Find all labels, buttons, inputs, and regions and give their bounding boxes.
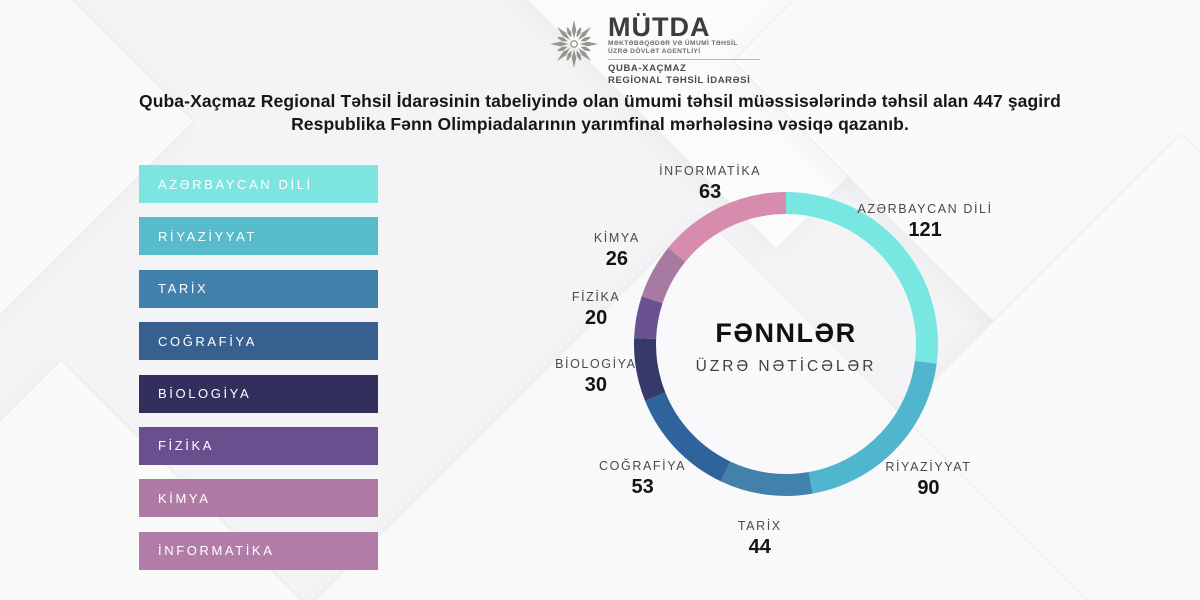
legend-bar: COĞRAFİYA	[139, 322, 378, 361]
slice-label-value: 44	[748, 536, 771, 559]
mutda-rosette-emblem-icon	[550, 20, 598, 68]
legend-bar-label: TARİX	[158, 281, 209, 297]
slice-label-value: 20	[584, 306, 608, 329]
slice-label-name: RİYAZİYYAT	[885, 460, 972, 475]
slice-label-name: COĞRAFİYA	[599, 459, 687, 474]
donut-slice	[634, 296, 663, 340]
slice-label-value: 63	[699, 181, 722, 204]
legend-bar-label: BİOLOGİYA	[158, 386, 252, 402]
logo-tagline: ÜZRƏ DÖVLƏT AGENTLİYİ	[608, 48, 701, 55]
slice-label-name: BİOLOGİYA	[555, 357, 637, 372]
slice-label-value: 53	[631, 476, 654, 499]
slice-label: FİZİKA 20	[572, 290, 621, 330]
logo-tagline: MƏKTƏBƏQƏDƏR VƏ ÜMUMİ TƏHSİL	[608, 40, 738, 47]
legend-bar-label: FİZİKA	[158, 438, 215, 454]
donut-slice	[645, 392, 731, 482]
slice-label: İNFORMATİKA 63	[659, 164, 761, 204]
slice-label: RİYAZİYYAT 90	[885, 460, 971, 500]
legend-bar: FİZİKA	[139, 426, 378, 465]
legend-bar-label: KİMYA	[158, 490, 211, 506]
logo-org-name: REGİONAL TƏHSİL İDARƏSİ	[608, 75, 751, 86]
legend-bar-label: COĞRAFİYA	[158, 333, 258, 349]
legend-bar: TARİX	[139, 269, 378, 308]
logo-divider	[608, 59, 760, 60]
slice-label: TARİX 44	[738, 519, 782, 559]
donut-slice	[668, 192, 787, 262]
headline-line-1: Quba-Xaçmaz Regional Təhsil İdarəsinin t…	[139, 91, 1061, 111]
legend-bar: AZƏRBAYCAN DİLİ	[139, 165, 378, 203]
slice-label-value: 121	[908, 218, 942, 241]
slice-label: AZƏRBAYCAN DİLİ 121	[857, 202, 992, 242]
legend-bar-label: AZƏRBAYCAN DİLİ	[158, 176, 313, 192]
legend-bar-label: İNFORMATİKA	[158, 543, 275, 559]
slice-label-name: FİZİKA	[571, 289, 621, 304]
slice-label-name: AZƏRBAYCAN DİLİ	[857, 201, 993, 216]
slice-label-value: 90	[917, 477, 940, 500]
logo-org-name: QUBA-XAÇMAZ	[608, 63, 687, 74]
slice-label: COĞRAFİYA 53	[599, 459, 686, 499]
logo-title: MÜTDA	[608, 12, 711, 42]
slice-label-value: 30	[584, 374, 607, 397]
headline: Quba-Xaçmaz Regional Təhsil İdarəsinin t…	[0, 90, 1200, 136]
donut-chart: FƏNNLƏR ÜZRƏ NƏTİCƏLƏR AZƏRBAYCAN DİLİ 12…	[555, 114, 1016, 574]
chart-center-text: FƏNNLƏR ÜZRƏ NƏTİCƏLƏR	[556, 318, 1016, 376]
donut-slice	[641, 247, 686, 304]
chart-title: FƏNNLƏR	[715, 318, 857, 348]
donut-slice	[720, 461, 813, 496]
donut-slice	[808, 360, 937, 494]
slice-label-value: 26	[605, 248, 628, 271]
legend-bar-label: RİYAZİYYAT	[158, 228, 257, 244]
slice-label-name: TARİX	[737, 519, 782, 534]
slice-label-name: KİMYA	[593, 231, 640, 246]
donut-slice	[634, 338, 666, 401]
slice-label: BİOLOGİYA 30	[555, 357, 637, 397]
logo-block: MÜTDA MƏKTƏBƏQƏDƏR VƏ ÜMUMİ TƏHSİL ÜZRƏ …	[548, 14, 760, 87]
slice-label: KİMYA 26	[594, 231, 640, 271]
donut-rings	[634, 192, 938, 496]
legend-bar: BİOLOGİYA	[139, 374, 378, 413]
chart-subtitle: ÜZRƏ NƏTİCƏLƏR	[695, 358, 877, 375]
subject-legend: AZƏRBAYCAN DİLİ RİYAZİYYAT TARİX COĞRAFİYA B…	[139, 165, 378, 584]
legend-bar: RİYAZİYYAT	[139, 217, 378, 256]
donut-slice	[785, 192, 938, 364]
legend-bar: İNFORMATİKA	[139, 531, 378, 570]
slice-label-name: İNFORMATİKA	[659, 164, 762, 179]
legend-bar: KİMYA	[139, 479, 378, 518]
headline-line-2: Respublika Fənn Olimpiadalarının yarımfi…	[291, 114, 909, 134]
